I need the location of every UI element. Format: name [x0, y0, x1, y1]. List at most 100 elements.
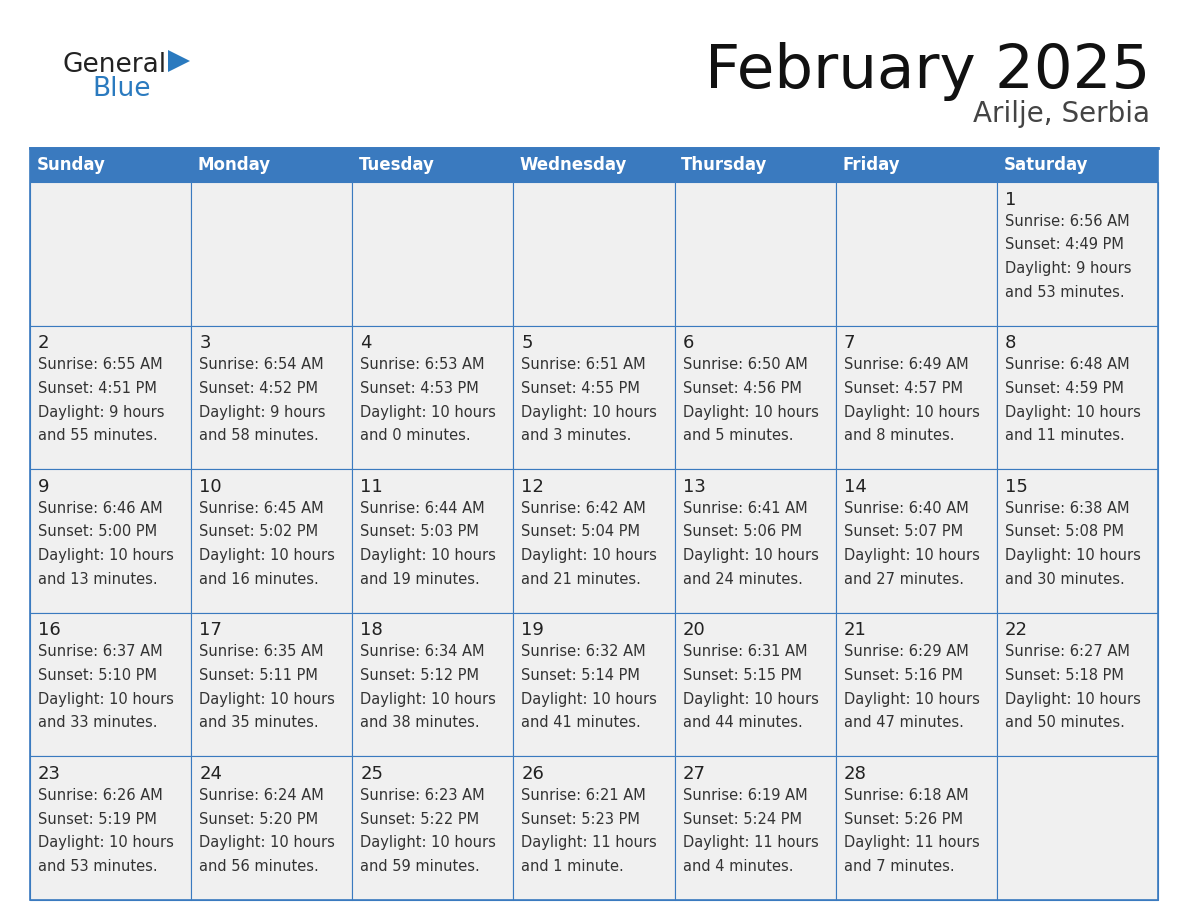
- Text: Daylight: 10 hours: Daylight: 10 hours: [200, 835, 335, 850]
- Text: Sunrise: 6:21 AM: Sunrise: 6:21 AM: [522, 788, 646, 803]
- Text: Daylight: 10 hours: Daylight: 10 hours: [360, 692, 497, 707]
- Text: Sunset: 5:10 PM: Sunset: 5:10 PM: [38, 668, 157, 683]
- Text: Sunrise: 6:35 AM: Sunrise: 6:35 AM: [200, 644, 323, 659]
- Text: 8: 8: [1005, 334, 1016, 353]
- Text: Daylight: 10 hours: Daylight: 10 hours: [1005, 692, 1140, 707]
- Text: Sunset: 5:22 PM: Sunset: 5:22 PM: [360, 812, 480, 827]
- Text: Daylight: 10 hours: Daylight: 10 hours: [843, 692, 980, 707]
- Text: and 21 minutes.: and 21 minutes.: [522, 572, 642, 587]
- Text: and 19 minutes.: and 19 minutes.: [360, 572, 480, 587]
- Text: Wednesday: Wednesday: [520, 156, 627, 174]
- Text: Sunrise: 6:51 AM: Sunrise: 6:51 AM: [522, 357, 646, 372]
- Text: and 56 minutes.: and 56 minutes.: [200, 859, 318, 874]
- Text: Sunset: 5:26 PM: Sunset: 5:26 PM: [843, 812, 962, 827]
- Text: Daylight: 10 hours: Daylight: 10 hours: [38, 548, 173, 563]
- Text: 28: 28: [843, 765, 867, 783]
- Text: 27: 27: [683, 765, 706, 783]
- Text: Sunrise: 6:45 AM: Sunrise: 6:45 AM: [200, 501, 324, 516]
- Text: 18: 18: [360, 621, 383, 640]
- Text: Sunrise: 6:18 AM: Sunrise: 6:18 AM: [843, 788, 968, 803]
- Text: Daylight: 9 hours: Daylight: 9 hours: [38, 405, 165, 420]
- Text: Sunrise: 6:41 AM: Sunrise: 6:41 AM: [683, 501, 808, 516]
- Text: Sunrise: 6:23 AM: Sunrise: 6:23 AM: [360, 788, 485, 803]
- Bar: [191, 182, 353, 326]
- Bar: [675, 756, 835, 900]
- Text: Daylight: 10 hours: Daylight: 10 hours: [1005, 548, 1140, 563]
- Bar: [353, 469, 513, 613]
- Text: Sunset: 5:03 PM: Sunset: 5:03 PM: [360, 524, 479, 540]
- Text: 4: 4: [360, 334, 372, 353]
- Text: Daylight: 10 hours: Daylight: 10 hours: [683, 405, 819, 420]
- Bar: [997, 756, 1158, 900]
- Text: Sunset: 5:19 PM: Sunset: 5:19 PM: [38, 812, 157, 827]
- Text: Sunrise: 6:48 AM: Sunrise: 6:48 AM: [1005, 357, 1130, 372]
- Bar: [353, 326, 513, 469]
- Text: Sunrise: 6:50 AM: Sunrise: 6:50 AM: [683, 357, 808, 372]
- Text: 2: 2: [38, 334, 50, 353]
- Text: Daylight: 9 hours: Daylight: 9 hours: [200, 405, 326, 420]
- Text: Sunset: 5:02 PM: Sunset: 5:02 PM: [200, 524, 318, 540]
- Bar: [191, 613, 353, 756]
- Text: and 41 minutes.: and 41 minutes.: [522, 715, 642, 731]
- Text: Sunrise: 6:49 AM: Sunrise: 6:49 AM: [843, 357, 968, 372]
- Bar: [675, 182, 835, 326]
- Text: Sunset: 5:15 PM: Sunset: 5:15 PM: [683, 668, 802, 683]
- Text: and 3 minutes.: and 3 minutes.: [522, 429, 632, 443]
- Text: Sunset: 5:16 PM: Sunset: 5:16 PM: [843, 668, 962, 683]
- Text: Sunrise: 6:54 AM: Sunrise: 6:54 AM: [200, 357, 324, 372]
- Text: and 24 minutes.: and 24 minutes.: [683, 572, 803, 587]
- Bar: [30, 182, 191, 326]
- Text: Sunset: 5:06 PM: Sunset: 5:06 PM: [683, 524, 802, 540]
- Text: 22: 22: [1005, 621, 1028, 640]
- Text: 13: 13: [683, 477, 706, 496]
- Text: 9: 9: [38, 477, 50, 496]
- Text: Daylight: 10 hours: Daylight: 10 hours: [360, 548, 497, 563]
- Text: Sunset: 5:11 PM: Sunset: 5:11 PM: [200, 668, 318, 683]
- Text: Friday: Friday: [842, 156, 899, 174]
- Bar: [835, 182, 997, 326]
- Text: 5: 5: [522, 334, 533, 353]
- Bar: [191, 326, 353, 469]
- Text: Sunset: 4:59 PM: Sunset: 4:59 PM: [1005, 381, 1124, 396]
- Bar: [513, 326, 675, 469]
- Text: and 13 minutes.: and 13 minutes.: [38, 572, 158, 587]
- Text: 6: 6: [683, 334, 694, 353]
- Bar: [675, 613, 835, 756]
- Text: Thursday: Thursday: [681, 156, 767, 174]
- Bar: [997, 182, 1158, 326]
- Text: Daylight: 11 hours: Daylight: 11 hours: [522, 835, 657, 850]
- Text: Blue: Blue: [91, 76, 151, 102]
- Text: 23: 23: [38, 765, 61, 783]
- Text: Sunrise: 6:38 AM: Sunrise: 6:38 AM: [1005, 501, 1130, 516]
- Text: 15: 15: [1005, 477, 1028, 496]
- Text: Sunset: 4:51 PM: Sunset: 4:51 PM: [38, 381, 157, 396]
- Text: and 1 minute.: and 1 minute.: [522, 859, 624, 874]
- Bar: [30, 148, 1158, 182]
- Text: Sunrise: 6:29 AM: Sunrise: 6:29 AM: [843, 644, 968, 659]
- Text: Sunset: 4:52 PM: Sunset: 4:52 PM: [200, 381, 318, 396]
- Bar: [835, 326, 997, 469]
- Text: Daylight: 10 hours: Daylight: 10 hours: [843, 548, 980, 563]
- Text: and 35 minutes.: and 35 minutes.: [200, 715, 318, 731]
- Text: and 50 minutes.: and 50 minutes.: [1005, 715, 1125, 731]
- Text: Sunrise: 6:19 AM: Sunrise: 6:19 AM: [683, 788, 808, 803]
- Text: Daylight: 10 hours: Daylight: 10 hours: [200, 548, 335, 563]
- Bar: [997, 326, 1158, 469]
- Text: Daylight: 11 hours: Daylight: 11 hours: [843, 835, 980, 850]
- Text: Sunset: 4:53 PM: Sunset: 4:53 PM: [360, 381, 479, 396]
- Text: and 53 minutes.: and 53 minutes.: [38, 859, 158, 874]
- Text: and 55 minutes.: and 55 minutes.: [38, 429, 158, 443]
- Text: 21: 21: [843, 621, 867, 640]
- Bar: [513, 182, 675, 326]
- Text: Daylight: 10 hours: Daylight: 10 hours: [38, 835, 173, 850]
- Text: 20: 20: [683, 621, 706, 640]
- Text: Sunrise: 6:56 AM: Sunrise: 6:56 AM: [1005, 214, 1130, 229]
- Bar: [191, 756, 353, 900]
- Bar: [513, 469, 675, 613]
- Text: 7: 7: [843, 334, 855, 353]
- Text: Sunrise: 6:44 AM: Sunrise: 6:44 AM: [360, 501, 485, 516]
- Bar: [835, 613, 997, 756]
- Text: Sunset: 5:18 PM: Sunset: 5:18 PM: [1005, 668, 1124, 683]
- Bar: [30, 613, 191, 756]
- Text: Daylight: 10 hours: Daylight: 10 hours: [522, 548, 657, 563]
